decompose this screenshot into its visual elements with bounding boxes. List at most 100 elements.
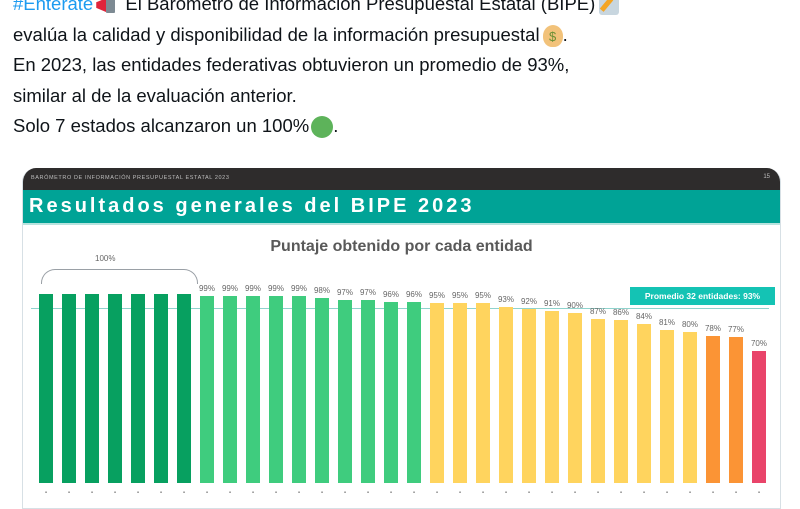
bar-value-label: 95% [428, 291, 445, 301]
x-axis-label: ▪ [688, 490, 692, 496]
bar [338, 299, 352, 483]
bar-value-label: 97% [359, 287, 376, 297]
x-axis-label: ▪ [159, 490, 163, 496]
bar [223, 295, 237, 483]
x-axis-label: ▪ [757, 490, 761, 496]
bar-value-label: 78% [704, 323, 721, 333]
x-axis-label: ▪ [573, 490, 577, 496]
bar [706, 335, 720, 483]
pencil-icon [599, 0, 620, 16]
bar-value-label: 95% [451, 291, 468, 301]
tweet-line-3: En 2023, las entidades federativas obtuv… [13, 54, 570, 75]
bar-value-label: 96% [405, 289, 422, 299]
bar-value-label: 80% [681, 319, 698, 329]
slide-header-strip: BARÓMETRO DE INFORMACIÓN PRESUPUESTAL ES… [23, 168, 780, 190]
bar-value-label: 92% [520, 297, 537, 307]
x-axis-label: ▪ [251, 490, 255, 496]
bar [62, 294, 76, 483]
bar [568, 312, 582, 483]
x-axis-label: ▪ [136, 490, 140, 496]
bar-value-label: 98% [313, 285, 330, 295]
bar [683, 331, 697, 483]
x-axis-label: ▪ [113, 490, 117, 496]
bar [39, 294, 53, 483]
bar [384, 301, 398, 483]
bar [522, 309, 536, 483]
bar-value-label: 96% [382, 289, 399, 299]
x-axis-label: ▪ [67, 490, 71, 496]
bar-value-label: 90% [566, 300, 583, 310]
bar [729, 337, 743, 483]
bracket-label: 100% [95, 254, 116, 263]
tweet-line-1-text: El Barómetro de Información Presupuestal… [120, 0, 596, 14]
bar [131, 294, 145, 483]
hashtag-link[interactable]: #Entérate [13, 0, 94, 14]
bar [200, 295, 214, 483]
x-axis-label: ▪ [435, 490, 439, 496]
tweet-text: #Entérate El Barómetro de Información Pr… [13, 0, 793, 142]
bar-value-label: 81% [658, 317, 675, 327]
bar [246, 295, 260, 483]
x-axis-label: ▪ [389, 490, 393, 496]
bar-value-label: 93% [497, 295, 514, 305]
x-axis-label: ▪ [504, 490, 508, 496]
bar-value-label: 84% [635, 312, 652, 322]
tweet-line-2-end: . [562, 23, 568, 45]
tweet-line-1: #Entérate El Barómetro de Información Pr… [13, 0, 793, 20]
bar [614, 320, 628, 483]
x-axis-label: ▪ [642, 490, 646, 496]
bar [269, 295, 283, 483]
bar [453, 303, 467, 483]
bar-value-label: 91% [543, 299, 560, 308]
x-axis-label: ▪ [44, 490, 48, 496]
x-axis-label: ▪ [619, 490, 623, 496]
tweet-line-4: similar al de la evaluación anterior. [13, 84, 297, 106]
green-circle-icon [311, 116, 334, 139]
x-axis-label: ▪ [320, 490, 324, 496]
bar [108, 294, 122, 483]
slide-page-number: 15 [763, 174, 770, 180]
bar [85, 294, 99, 483]
bar-value-label: 99% [198, 283, 215, 293]
bar [637, 324, 651, 483]
x-axis-label: ▪ [228, 490, 232, 496]
x-axis-label: ▪ [366, 490, 370, 496]
bar-value-label: 99% [267, 283, 284, 293]
tweet-line-2-text: evalúa la calidad y disponibilidad de la… [13, 23, 540, 45]
x-axis-label: ▪ [527, 490, 531, 496]
tweet-line-2: evalúa la calidad y disponibilidad de la… [13, 20, 793, 51]
x-axis-label: ▪ [734, 490, 738, 496]
x-axis-label: ▪ [90, 490, 94, 496]
slide-title-band: Resultados generales del BIPE 2023 [23, 190, 780, 225]
bar [407, 301, 421, 483]
bar [660, 329, 674, 483]
x-axis-label: ▪ [596, 490, 600, 496]
x-axis-label: ▪ [711, 490, 715, 496]
bar-value-label: 95% [474, 291, 491, 301]
bar-value-label: 99% [244, 283, 261, 293]
bar [315, 297, 329, 483]
money-bag-icon: $ [542, 24, 563, 47]
x-axis-label: ▪ [343, 490, 347, 496]
slide-header-caption: BARÓMETRO DE INFORMACIÓN PRESUPUESTAL ES… [31, 175, 230, 181]
bar [499, 307, 513, 483]
x-axis-label: ▪ [550, 490, 554, 496]
attached-image-card[interactable]: BARÓMETRO DE INFORMACIÓN PRESUPUESTAL ES… [22, 168, 781, 509]
tweet-line-5-text: Solo 7 estados alcanzaron un 100% [13, 115, 310, 136]
x-axis-label: ▪ [182, 490, 186, 496]
bar [752, 350, 766, 483]
chart-title: Puntaje obtenido por cada entidad [270, 238, 533, 255]
x-axis-label: ▪ [412, 490, 416, 496]
bar-value-label: 70% [750, 338, 767, 348]
bar [154, 294, 168, 483]
bar [430, 303, 444, 483]
bar [476, 303, 490, 483]
bar-value-label: 99% [221, 283, 238, 293]
bar-value-label: 97% [336, 287, 353, 297]
slide-title: Resultados generales del BIPE 2023 [29, 195, 475, 217]
x-axis-label: ▪ [205, 490, 209, 496]
bar [591, 318, 605, 483]
bar [292, 295, 306, 483]
x-axis-label: ▪ [665, 490, 669, 496]
x-axis-label: ▪ [481, 490, 485, 496]
